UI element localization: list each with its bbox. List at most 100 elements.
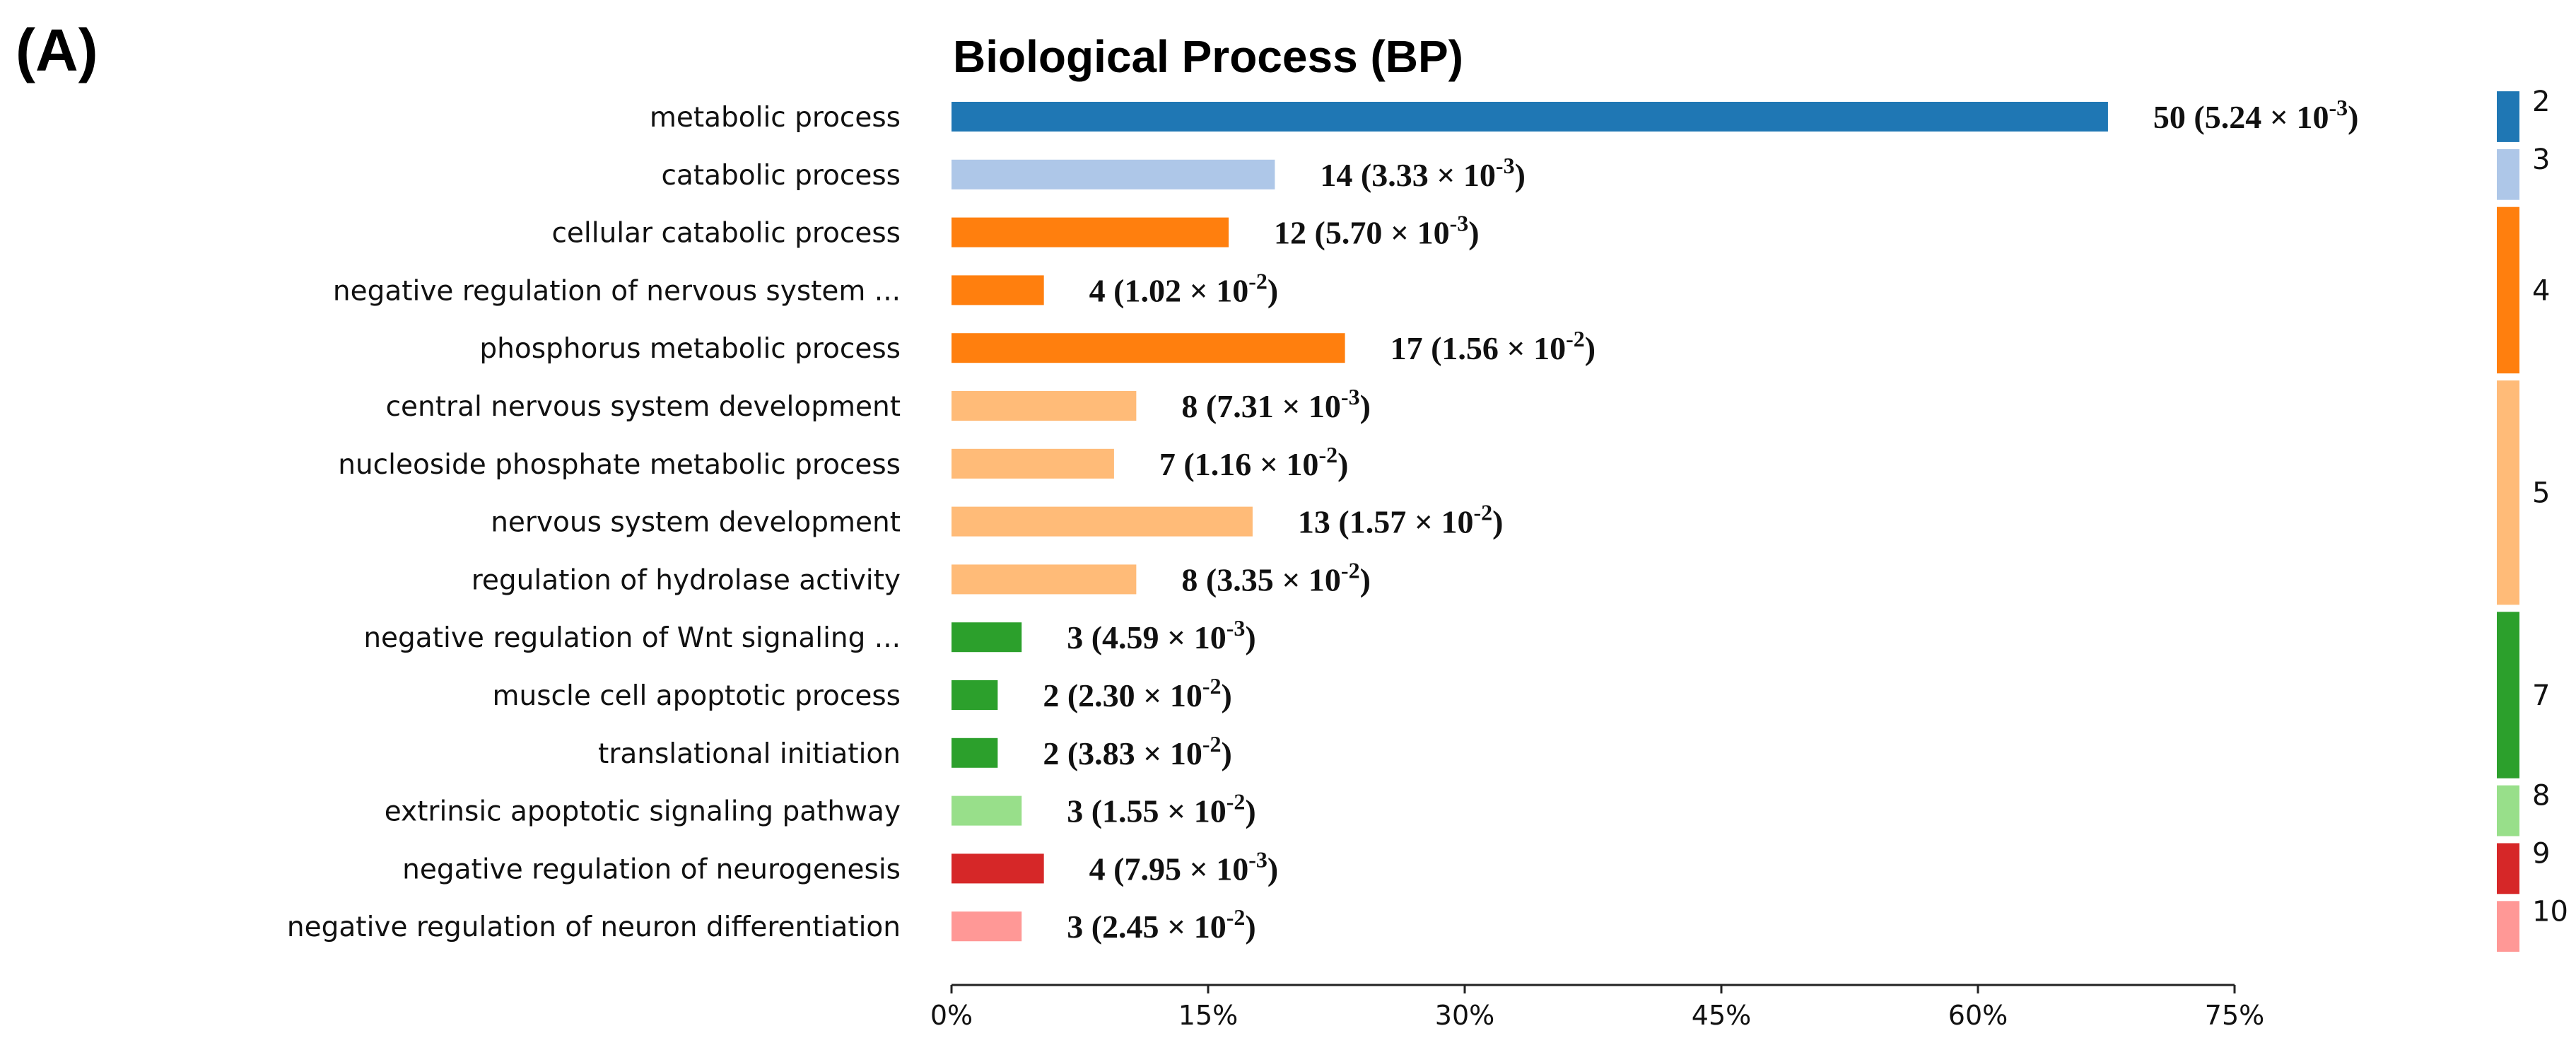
- category-label: translational initiation: [598, 738, 901, 770]
- x-tick-label: 75%: [2205, 1000, 2264, 1031]
- category-label: negative regulation of neuron differenti…: [287, 911, 901, 943]
- value-label: 3 (2.45 × 10-2): [1067, 904, 1256, 945]
- x-tick-label: 15%: [1178, 1000, 1238, 1031]
- pvalue-open: (: [1106, 272, 1125, 308]
- value-label: 2 (3.83 × 10-2): [1043, 731, 1232, 771]
- pvalue-exponent: -2: [1226, 904, 1246, 930]
- pvalue-open: (: [1330, 504, 1350, 540]
- pvalue-times: × 10: [1181, 851, 1248, 887]
- pvalue-exponent: -2: [1473, 500, 1492, 525]
- cluster-label: 4: [2532, 274, 2550, 307]
- pvalue-mantissa: 3.33: [1371, 157, 1429, 193]
- x-axis: 0% 15% 30% 45% 60% 75%: [930, 984, 2264, 1031]
- pvalue-exponent: -3: [2329, 95, 2348, 120]
- pvalue-open: (: [1083, 619, 1102, 655]
- gene-count: 8: [1181, 388, 1198, 424]
- gene-count: 4: [1089, 272, 1106, 308]
- pvalue-mantissa: 7.31: [1217, 388, 1274, 424]
- pvalue-exponent: -3: [1226, 615, 1246, 641]
- pvalue-mantissa: 1.57: [1350, 504, 1407, 540]
- pvalue-close: ): [1245, 909, 1255, 945]
- cluster-bar: [2497, 843, 2519, 894]
- value-label: 3 (4.59 × 10-3): [1067, 615, 1256, 655]
- cluster-bar: [2497, 785, 2519, 836]
- pvalue-close: ): [1515, 157, 1526, 193]
- category-label: negative regulation of Wnt signaling ...: [363, 622, 901, 654]
- category-label: cellular catabolic process: [551, 218, 901, 250]
- cluster-legend: 2 3 4 5 7 8 9 10: [2497, 86, 2568, 952]
- value-label: 7 (1.16 × 10-2): [1159, 442, 1349, 482]
- value-label: 17 (1.56 × 10-2): [1391, 326, 1596, 366]
- cluster-bar: [2497, 206, 2519, 374]
- pvalue-mantissa: 5.24: [2205, 99, 2262, 135]
- pvalue-close: ): [1585, 330, 1596, 366]
- cluster-bar: [2497, 380, 2519, 605]
- bar: [952, 333, 1345, 363]
- pvalue-mantissa: 3.35: [1217, 561, 1274, 597]
- pvalue-times: × 10: [1274, 388, 1341, 424]
- pvalue-close: ): [2348, 99, 2358, 135]
- category-label: nucleoside phosphate metabolic process: [338, 449, 901, 481]
- pvalue-exponent: -2: [1341, 557, 1360, 583]
- category-label: catabolic process: [661, 160, 901, 192]
- chart-title: Biological Process (BP): [953, 31, 1463, 82]
- pvalue-exponent: -2: [1248, 268, 1267, 293]
- gene-count: 4: [1089, 851, 1106, 887]
- value-label: 13 (1.57 × 10-2): [1298, 500, 1504, 540]
- pvalue-open: (: [1306, 215, 1325, 251]
- cluster-bar: [2497, 148, 2519, 200]
- bars-layer: metabolic process 50 (5.24 × 10-3)catabol…: [287, 95, 2359, 945]
- category-label: negative regulation of neurogenesis: [402, 853, 901, 885]
- cluster-label: 5: [2532, 477, 2550, 510]
- bar: [952, 275, 1044, 305]
- gene-count: 2: [1043, 735, 1059, 771]
- value-label: 2 (2.30 × 10-2): [1043, 673, 1232, 713]
- pvalue-mantissa: 1.02: [1125, 272, 1182, 308]
- bar: [952, 217, 1229, 247]
- cluster-label: 2: [2532, 86, 2550, 118]
- bar: [952, 795, 1022, 826]
- pvalue-times: × 10: [2261, 99, 2329, 135]
- pvalue-mantissa: 4.59: [1102, 619, 1159, 655]
- pvalue-close: ): [1245, 793, 1255, 829]
- pvalue-close: ): [1492, 504, 1503, 540]
- value-label: 50 (5.24 × 10-3): [2153, 95, 2359, 135]
- pvalue-times: × 10: [1135, 677, 1202, 713]
- x-tick-label: 60%: [1948, 1000, 2008, 1031]
- category-label: regulation of hydrolase activity: [472, 564, 901, 596]
- pvalue-open: (: [1059, 677, 1078, 713]
- bar: [952, 448, 1114, 479]
- pvalue-close: ): [1360, 561, 1371, 597]
- pvalue-times: × 10: [1159, 909, 1226, 945]
- bar: [952, 564, 1137, 595]
- category-label: muscle cell apoptotic process: [493, 680, 901, 712]
- value-label: 12 (5.70 × 10-3): [1274, 211, 1480, 251]
- pvalue-times: × 10: [1406, 504, 1473, 540]
- bar: [952, 911, 1022, 942]
- bar: [952, 391, 1137, 421]
- gene-count: 17: [1391, 330, 1423, 366]
- pvalue-mantissa: 2.30: [1078, 677, 1135, 713]
- pvalue-open: (: [1176, 446, 1195, 482]
- pvalue-exponent: -2: [1318, 442, 1337, 467]
- pvalue-open: (: [1423, 330, 1442, 366]
- value-label: 3 (1.55 × 10-2): [1067, 789, 1256, 829]
- pvalue-open: (: [2186, 99, 2205, 135]
- bar: [952, 622, 1022, 653]
- pvalue-times: × 10: [1135, 735, 1202, 771]
- pvalue-exponent: -3: [1496, 153, 1515, 178]
- panel-label: (A): [16, 17, 98, 83]
- gene-count: 3: [1067, 909, 1083, 945]
- pvalue-mantissa: 1.55: [1102, 793, 1159, 829]
- pvalue-times: × 10: [1499, 330, 1566, 366]
- category-label: phosphorus metabolic process: [479, 333, 901, 365]
- gene-count: 14: [1320, 157, 1352, 193]
- gene-count: 12: [1274, 215, 1306, 251]
- gene-count: 8: [1181, 561, 1198, 597]
- value-label: 14 (3.33 × 10-3): [1320, 153, 1526, 193]
- pvalue-mantissa: 1.56: [1441, 330, 1499, 366]
- pvalue-close: ): [1360, 388, 1371, 424]
- pvalue-mantissa: 3.83: [1078, 735, 1135, 771]
- pvalue-exponent: -3: [1450, 211, 1469, 236]
